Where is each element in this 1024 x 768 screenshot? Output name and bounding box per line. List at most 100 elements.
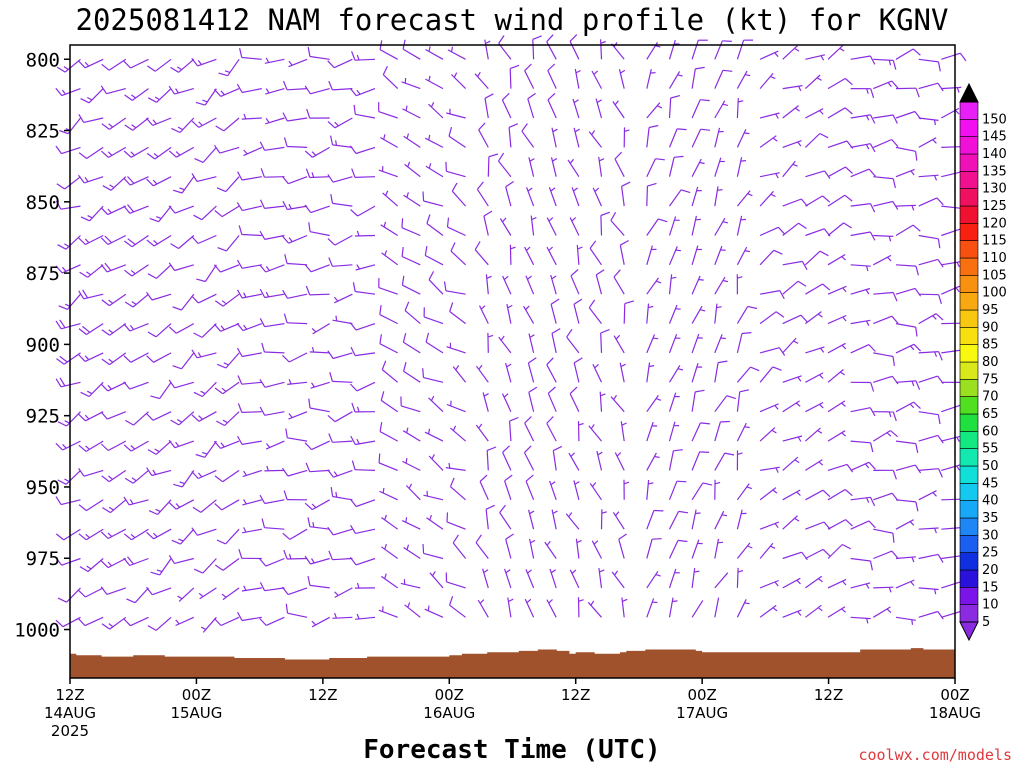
wind-barb xyxy=(106,587,126,595)
wind-barb xyxy=(63,352,81,365)
wind-barb xyxy=(850,557,871,562)
wind-barb xyxy=(84,616,104,627)
wind-barb-feather xyxy=(845,166,853,174)
wind-barb xyxy=(895,168,915,178)
wind-barb-half-feather xyxy=(243,149,248,155)
credit-link[interactable]: coolwx.com/models xyxy=(858,746,1012,764)
wind-barb xyxy=(714,70,724,89)
wind-barb xyxy=(736,40,745,60)
wind-barb-half-feather xyxy=(448,462,451,469)
wind-barb xyxy=(551,333,557,354)
wind-barb xyxy=(287,437,308,442)
wind-barb-feather xyxy=(351,168,356,178)
wind-barb-feather xyxy=(101,329,110,336)
wind-barb-half-feather xyxy=(178,538,184,542)
wind-barb-feather xyxy=(259,199,266,209)
wind-barb-half-feather xyxy=(198,592,204,598)
wind-barb-feather xyxy=(451,182,458,192)
wind-barb-half-feather xyxy=(909,403,915,409)
wind-barb-feather xyxy=(147,449,157,455)
wind-barb-feather xyxy=(892,292,898,302)
colorbar-swatch xyxy=(959,153,979,172)
wind-barb-feather xyxy=(330,487,334,497)
wind-barb xyxy=(241,88,262,94)
wind-barb xyxy=(449,311,466,325)
wind-barb-feather xyxy=(498,35,505,44)
wind-barb-half-feather xyxy=(152,469,157,475)
wind-barb-feather xyxy=(915,443,919,454)
wind-barb-half-feather xyxy=(84,414,90,420)
wind-barb-feather xyxy=(915,380,921,390)
wind-barb xyxy=(288,58,308,68)
wind-barb-feather xyxy=(351,460,356,470)
wind-barb-feather xyxy=(55,442,64,451)
wind-barb xyxy=(668,128,678,148)
wind-barb-half-feather xyxy=(934,589,937,595)
wind-barb xyxy=(827,140,848,148)
wind-barb-feather xyxy=(101,150,109,158)
wind-barb xyxy=(62,440,81,451)
wind-barb-half-feather xyxy=(550,569,556,574)
wind-barb xyxy=(714,362,719,383)
x-tick-label: 00Z xyxy=(182,686,211,704)
colorbar-label: 55 xyxy=(982,442,999,457)
wind-barb xyxy=(264,381,285,388)
wind-barb-feather xyxy=(168,326,177,334)
wind-barb-feather xyxy=(700,99,710,102)
wind-barb-half-feather xyxy=(333,471,338,477)
wind-barb xyxy=(174,88,194,95)
wind-barb-feather xyxy=(57,479,67,485)
wind-barb xyxy=(805,489,824,501)
wind-barb-feather xyxy=(446,512,449,522)
wind-barb xyxy=(243,146,263,157)
wind-barb-feather xyxy=(285,428,288,438)
wind-barb xyxy=(134,587,149,604)
colorbar-bottom-arrow xyxy=(959,621,979,642)
wind-barb-feather xyxy=(695,66,705,70)
wind-barb xyxy=(528,509,535,530)
wind-barb xyxy=(546,217,557,236)
wind-barb-half-feather xyxy=(933,119,936,126)
wind-barb-feather xyxy=(148,510,158,516)
wind-barb-feather xyxy=(350,346,356,356)
wind-barb-half-feather xyxy=(774,405,779,410)
wind-barb xyxy=(332,319,353,325)
wind-barb-feather xyxy=(78,589,86,598)
wind-barb xyxy=(451,190,467,207)
wind-barb-half-feather xyxy=(64,243,70,248)
y-tick-label: 950 xyxy=(26,477,60,499)
wind-barb-feather xyxy=(505,181,514,188)
wind-barb xyxy=(550,274,557,295)
wind-barb-feather xyxy=(124,301,134,308)
wind-barb xyxy=(895,440,916,445)
wind-barb xyxy=(425,78,444,90)
wind-barb-half-feather xyxy=(578,599,584,602)
wind-barb xyxy=(429,572,444,589)
wind-barb xyxy=(223,117,240,132)
wind-barb-feather xyxy=(282,112,288,122)
wind-barb xyxy=(782,280,799,295)
wind-barb xyxy=(782,551,802,560)
wind-barb-half-feather xyxy=(84,176,89,182)
y-tick-label: 925 xyxy=(26,406,60,428)
wind-barb xyxy=(153,234,172,247)
wind-barb-feather xyxy=(379,422,383,432)
wind-barb xyxy=(827,314,847,325)
wind-barb xyxy=(736,542,751,559)
wind-barb-feather xyxy=(328,257,333,267)
wind-barbs xyxy=(55,34,967,633)
colorbar-swatch xyxy=(959,274,979,293)
wind-barb xyxy=(546,423,557,442)
wind-barb xyxy=(827,519,846,530)
wind-barb-feather xyxy=(100,586,108,595)
wind-barb xyxy=(62,616,81,628)
wind-barb-feather xyxy=(283,549,288,560)
wind-barb-feather xyxy=(78,237,86,245)
wind-barb xyxy=(827,544,843,559)
wind-barb-half-feather xyxy=(176,66,183,71)
wind-barb-half-feather xyxy=(311,151,317,156)
wind-barb xyxy=(309,55,330,60)
x-tick-label: 14AUG xyxy=(44,704,96,722)
wind-barb-half-feather xyxy=(131,124,137,129)
wind-barb-feather xyxy=(959,52,967,62)
